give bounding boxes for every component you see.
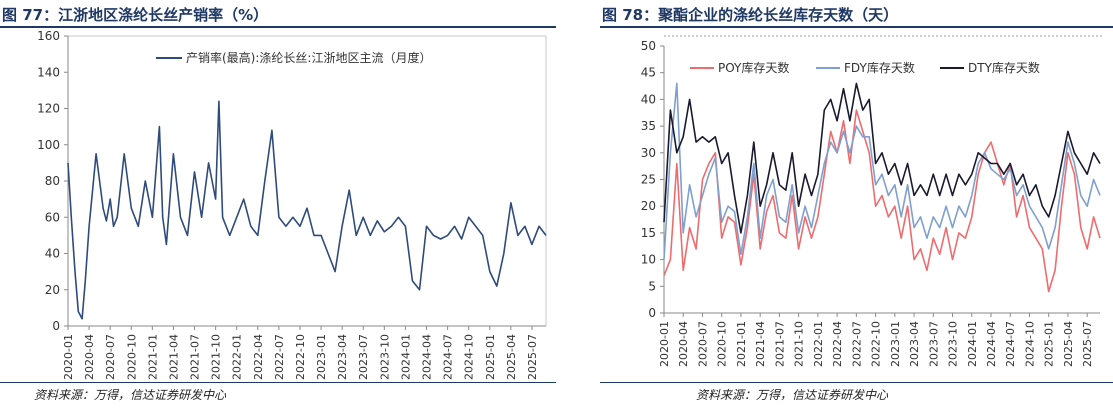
series-line-3 bbox=[663, 82, 1101, 234]
x-tick-label: 2020-07 bbox=[104, 334, 117, 380]
legend-label-1: POY库存天数 bbox=[718, 60, 789, 75]
legend-label-3: DTY库存天数 bbox=[968, 60, 1040, 75]
x-tick-label: 2025-07 bbox=[1081, 321, 1094, 367]
left-chart: 0 20 40 60 80 100 120 140 160 2020-01 2020-04 2020-… bbox=[37, 29, 547, 380]
left-title-rule bbox=[0, 26, 556, 28]
left-source-rule bbox=[0, 382, 556, 383]
x-tick-label: 2021-04 bbox=[167, 334, 180, 380]
x-tick-label: 2024-07 bbox=[1004, 321, 1017, 367]
x-tick-label: 2024-01 bbox=[966, 321, 979, 367]
y-tick-label: 45 bbox=[641, 66, 656, 80]
y-tick-label: 40 bbox=[641, 92, 656, 106]
y-tick-label: 80 bbox=[45, 174, 60, 188]
x-tick-label: 2020-01 bbox=[62, 334, 75, 380]
x-tick-label: 2020-04 bbox=[83, 334, 96, 380]
y-tick-label: 15 bbox=[641, 226, 656, 240]
x-tick-label: 2023-07 bbox=[357, 334, 370, 380]
x-tick-label: 2021-04 bbox=[754, 321, 767, 367]
x-tick-label: 2021-07 bbox=[773, 321, 786, 367]
y-tick-label: 140 bbox=[37, 65, 60, 79]
x-tick-label: 2023-04 bbox=[908, 321, 921, 367]
x-tick-label: 2022-01 bbox=[231, 334, 244, 380]
x-tick-label: 2020-10 bbox=[716, 321, 729, 367]
x-tick-label: 2025-04 bbox=[505, 334, 518, 380]
x-tick-label: 2024-04 bbox=[985, 321, 998, 367]
x-tick-label: 2023-04 bbox=[336, 334, 349, 380]
y-tick-label: 40 bbox=[45, 247, 60, 261]
y-tick-label: 20 bbox=[641, 199, 656, 213]
x-tick-label: 2022-10 bbox=[294, 334, 307, 380]
x-tick-label: 2021-01 bbox=[146, 334, 159, 380]
legend: 产销率(最高):涤纶长丝:江浙地区主流（月度） bbox=[156, 50, 431, 65]
x-tick-label: 2023-01 bbox=[315, 334, 328, 380]
x-tick-label: 2024-01 bbox=[399, 334, 412, 380]
legend-label-2: FDY库存天数 bbox=[844, 60, 915, 75]
x-tick-label: 2021-01 bbox=[735, 321, 748, 367]
legend: POY库存天数 FDY库存天数 DTY库存天数 bbox=[690, 60, 1040, 75]
x-tick-label: 2021-07 bbox=[189, 334, 202, 380]
x-tick-label: 2022-07 bbox=[850, 321, 863, 367]
plot-border bbox=[67, 35, 547, 327]
left-source-note: 资料来源：万得，信达证券研发中心 bbox=[34, 388, 227, 402]
x-tick-label: 2020-10 bbox=[125, 334, 138, 380]
y-tick-label: 35 bbox=[641, 119, 656, 133]
x-tick-label: 2021-10 bbox=[793, 321, 806, 367]
x-tick-label: 2021-10 bbox=[210, 334, 223, 380]
x-tick-label: 2022-04 bbox=[831, 321, 844, 367]
x-tick-label: 2024-07 bbox=[442, 334, 455, 380]
y-tick-label: 50 bbox=[641, 39, 656, 53]
x-tick-label: 2022-01 bbox=[812, 321, 825, 367]
x-tick-label: 2025-04 bbox=[1062, 321, 1075, 367]
x-tick-label: 2022-07 bbox=[273, 334, 286, 380]
x-tick-label: 2025-01 bbox=[484, 334, 497, 380]
right-figure-panel: 图 78：聚酯企业的涤纶长丝库存天数（天） 0 5 10 15 20 25 30 35 40 45… bbox=[600, 0, 1113, 409]
y-tick-label: 30 bbox=[641, 146, 656, 160]
x-tick-label: 2023-10 bbox=[378, 334, 391, 380]
x-tick-label: 2024-10 bbox=[1023, 321, 1036, 367]
y-tick-label: 0 bbox=[648, 306, 656, 320]
x-tick-label: 2024-10 bbox=[463, 334, 476, 380]
series-line-1 bbox=[663, 109, 1101, 293]
right-title-rule bbox=[600, 26, 1113, 28]
right-figure-title: 图 78：聚酯企业的涤纶长丝库存天数（天） bbox=[602, 6, 899, 24]
y-tick-label: 120 bbox=[37, 102, 60, 116]
right-chart: 0 5 10 15 20 25 30 35 40 45 50 2020-01 2020-04 2020-0… bbox=[641, 35, 1104, 367]
x-tick-label: 2023-10 bbox=[947, 321, 960, 367]
x-tick-label: 2024-04 bbox=[421, 334, 434, 380]
legend-label: 产销率(最高):涤纶长丝:江浙地区主流（月度） bbox=[186, 50, 431, 65]
x-tick-label: 2022-04 bbox=[252, 334, 265, 380]
right-source-note: 资料来源：万得，信达证券研发中心 bbox=[696, 388, 889, 402]
series-line-2 bbox=[663, 82, 1101, 260]
x-tick-label: 2020-04 bbox=[677, 321, 690, 367]
y-tick-label: 25 bbox=[641, 173, 656, 187]
x-tick-label: 2023-01 bbox=[889, 321, 902, 367]
x-tick-label: 2020-07 bbox=[696, 321, 709, 367]
y-tick-label: 20 bbox=[45, 283, 60, 297]
x-tick-label: 2023-07 bbox=[927, 321, 940, 367]
series-line-1 bbox=[67, 100, 547, 320]
y-tick-label: 160 bbox=[37, 29, 60, 43]
y-tick-label: 10 bbox=[641, 253, 656, 267]
x-tick-label: 2025-01 bbox=[1043, 321, 1056, 367]
left-figure-title: 图 77：江浙地区涤纶长丝产销率（%） bbox=[2, 6, 269, 24]
y-tick-label: 100 bbox=[37, 138, 60, 152]
x-tick-label: 2025-07 bbox=[526, 334, 539, 380]
x-tick-label: 2022-10 bbox=[870, 321, 883, 367]
y-tick-label: 5 bbox=[648, 279, 656, 293]
right-source-rule bbox=[600, 382, 1113, 383]
y-tick-label: 0 bbox=[52, 319, 60, 333]
x-tick-label: 2020-01 bbox=[658, 321, 671, 367]
y-tick-label: 60 bbox=[45, 210, 60, 224]
left-figure-panel: 图 77：江浙地区涤纶长丝产销率（%） 0 20 40 60 80 100 120 140 16… bbox=[0, 0, 556, 409]
